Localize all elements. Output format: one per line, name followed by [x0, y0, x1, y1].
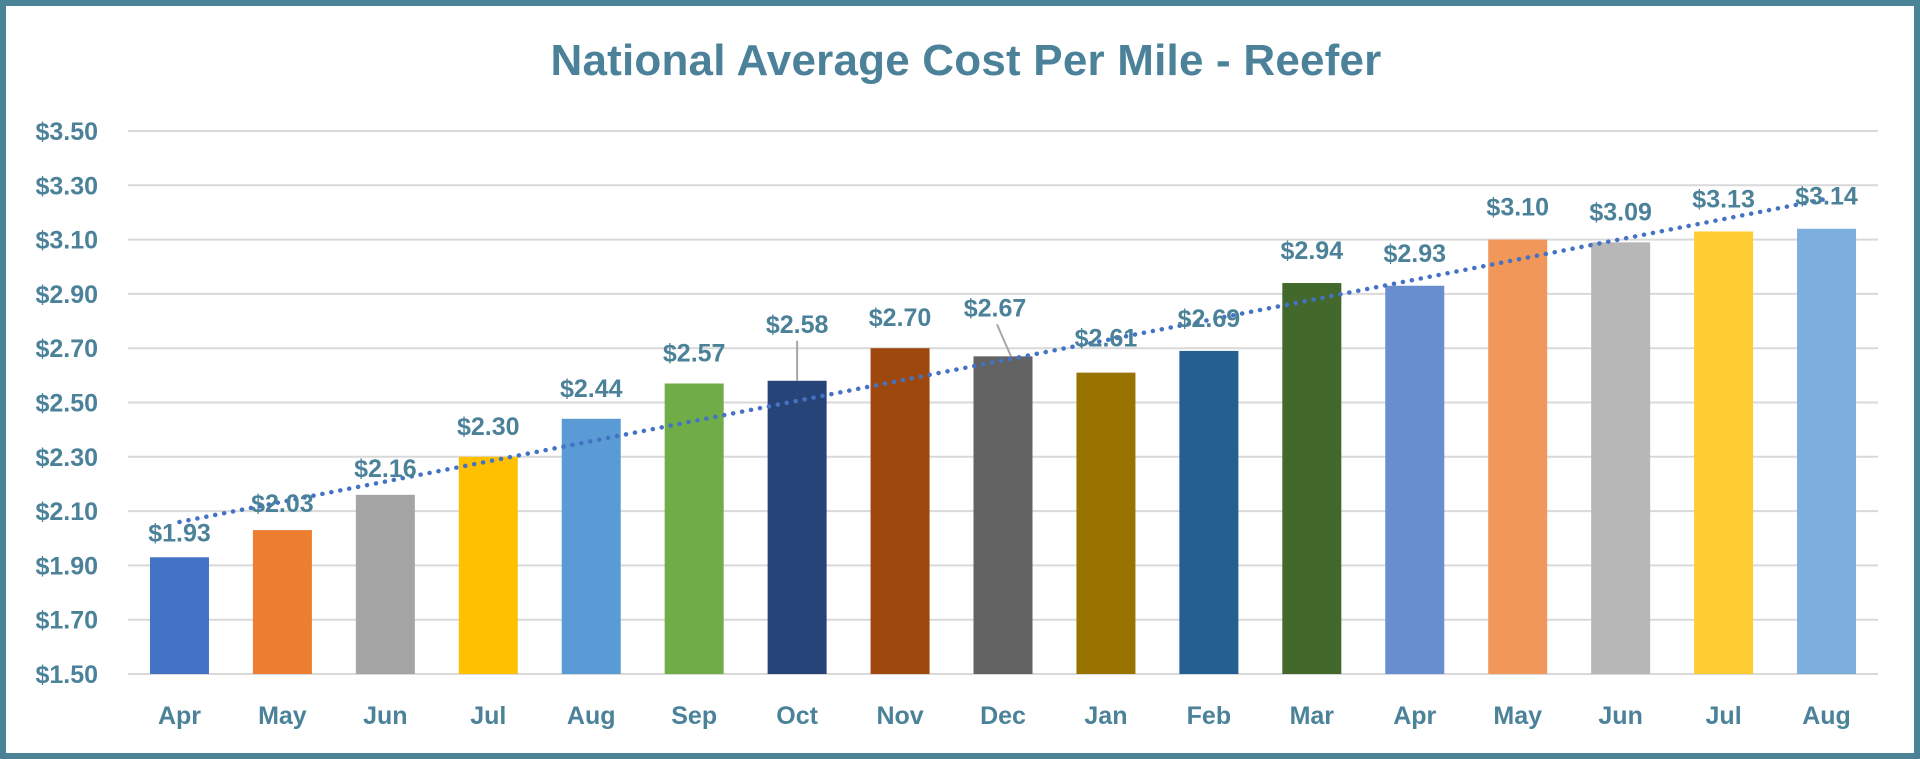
- bar: [149, 557, 209, 674]
- x-tick-label: Jun: [1598, 702, 1642, 730]
- x-tick-label: Jul: [1706, 702, 1742, 730]
- bar: [1797, 228, 1857, 675]
- bars: [149, 228, 1857, 675]
- x-tick-label: Nov: [876, 702, 923, 730]
- data-label: $2.58: [766, 311, 829, 339]
- x-tick-label: Apr: [1393, 702, 1436, 730]
- bar: [252, 530, 312, 674]
- bar: [1282, 283, 1342, 674]
- y-tick-label: $3.50: [35, 118, 98, 146]
- bar: [355, 494, 415, 674]
- data-label: $2.61: [1075, 325, 1138, 353]
- data-label: $2.03: [251, 490, 314, 518]
- bar: [1076, 372, 1136, 674]
- y-tick-label: $1.50: [35, 661, 98, 689]
- x-tick-label: Aug: [567, 702, 616, 730]
- x-tick-label: May: [1493, 702, 1542, 730]
- trendline: [177, 196, 1829, 525]
- bar: [1488, 239, 1548, 674]
- y-tick-label: $2.10: [35, 498, 98, 526]
- y-tick-label: $1.70: [35, 607, 98, 635]
- bar: [1694, 231, 1754, 674]
- data-label: $1.93: [148, 519, 211, 547]
- bar: [561, 418, 621, 674]
- bar: [664, 383, 724, 674]
- x-tick-label: Mar: [1290, 702, 1335, 730]
- x-tick-label: Dec: [980, 702, 1026, 730]
- x-axis-tick-labels: Apr May Jun Jul Aug Sep Oct Nov Dec Jan Feb Mar Apr M…: [158, 702, 1851, 730]
- x-tick-label: Oct: [776, 702, 818, 730]
- leader-lines: [796, 323, 1012, 381]
- data-label: $2.70: [869, 304, 932, 332]
- data-label: $2.16: [354, 455, 417, 483]
- data-label: $2.69: [1178, 305, 1241, 333]
- data-label: $2.44: [560, 375, 623, 403]
- x-tick-label: Jun: [363, 702, 407, 730]
- y-tick-label: $1.90: [35, 552, 98, 580]
- y-axis-tick-labels: $1.50 $1.70 $1.90 $2.10 $2.30 $2.50 $2.70 $2.90…: [35, 118, 98, 689]
- bar: [767, 380, 827, 674]
- y-tick-label: $2.50: [35, 390, 98, 418]
- data-label: $3.13: [1692, 185, 1755, 213]
- trendline-group: [177, 196, 1829, 525]
- data-label: $3.09: [1589, 198, 1652, 226]
- bar: [458, 456, 518, 674]
- bar: [1591, 242, 1651, 674]
- chart-title: National Average Cost Per Mile - Reefer: [550, 36, 1382, 85]
- x-tick-label: Apr: [158, 702, 201, 730]
- x-tick-label: Jul: [470, 702, 506, 730]
- bar: [973, 356, 1033, 674]
- leader-line: [996, 323, 1012, 357]
- y-tick-label: $2.30: [35, 444, 98, 472]
- y-tick-label: $2.90: [35, 281, 98, 309]
- x-tick-label: Feb: [1187, 702, 1231, 730]
- data-label: $2.93: [1383, 240, 1446, 268]
- x-tick-label: May: [258, 702, 307, 730]
- data-label: $3.14: [1795, 183, 1858, 211]
- bar: [870, 348, 930, 674]
- data-label: $2.30: [457, 413, 520, 441]
- data-label: $3.10: [1486, 194, 1549, 222]
- x-tick-label: Sep: [671, 702, 717, 730]
- data-label: $2.57: [663, 339, 726, 367]
- data-labels: $1.93 $2.03 $2.16 $2.30 $2.44 $2.57 $2.58 $2.70…: [148, 183, 1858, 548]
- x-tick-label: Aug: [1802, 702, 1851, 730]
- x-tick-label: Jan: [1084, 702, 1127, 730]
- data-label: $2.94: [1281, 237, 1344, 265]
- y-tick-label: $2.70: [35, 335, 98, 363]
- bar: [1385, 285, 1445, 674]
- data-label: $2.67: [964, 294, 1027, 322]
- y-tick-label: $3.10: [35, 227, 98, 255]
- y-tick-label: $3.30: [35, 172, 98, 200]
- bar: [1179, 350, 1239, 674]
